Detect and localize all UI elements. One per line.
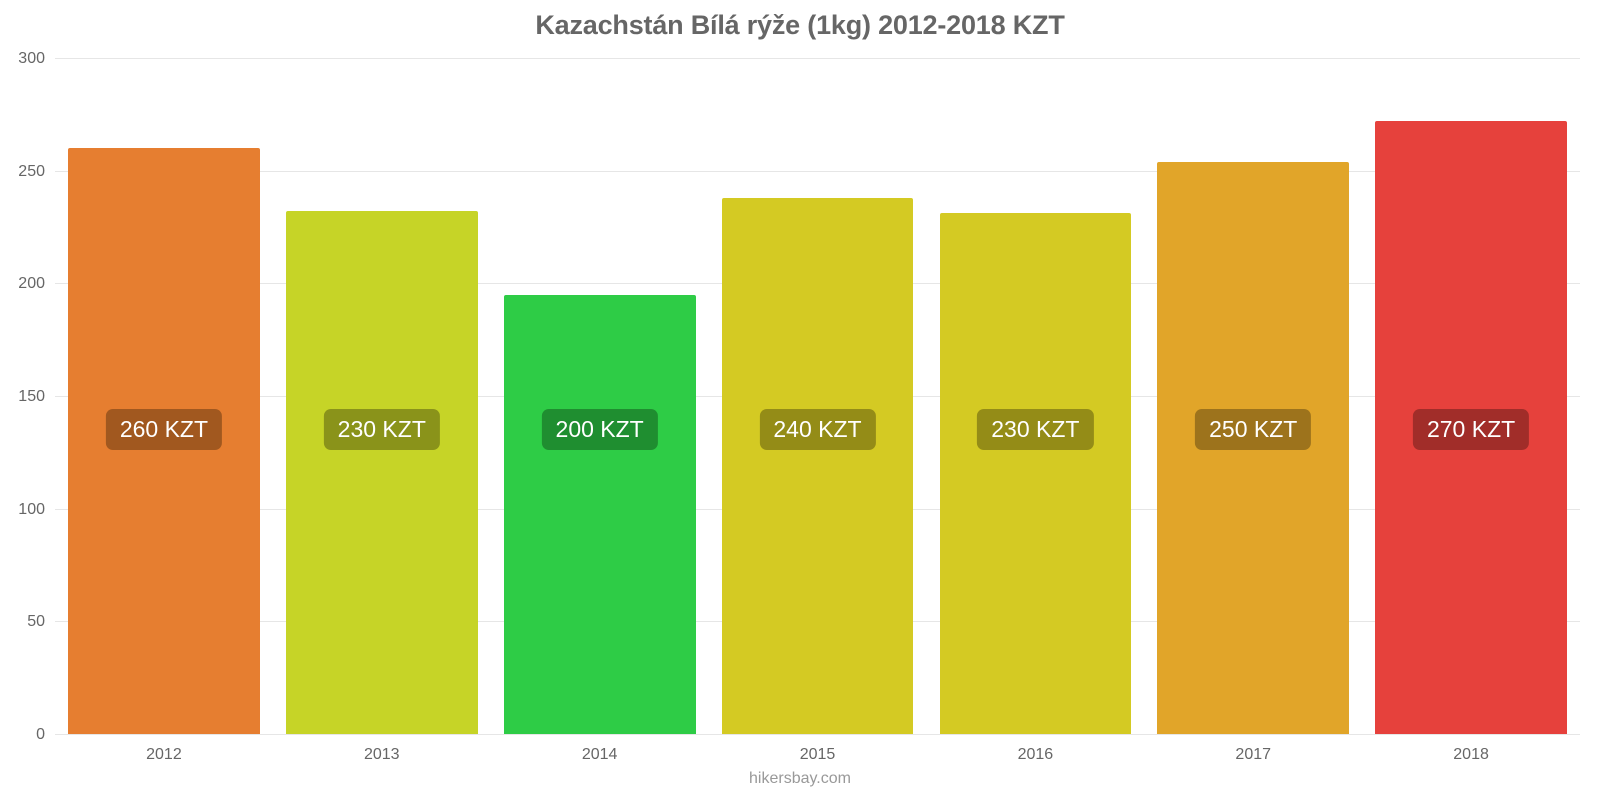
bar-value-label: 240 KZT [759,409,875,450]
x-tick-label: 2018 [1453,746,1489,764]
y-tick-label: 250 [18,163,45,181]
bar: 260 KZT [68,148,260,734]
x-tick-label: 2014 [582,746,618,764]
grid-line: 0 [55,734,1580,735]
bar-value-label: 260 KZT [106,409,222,450]
bar-value-label: 250 KZT [1195,409,1311,450]
bar-slot: 250 KZT2017 [1144,58,1362,734]
x-tick-label: 2013 [364,746,400,764]
y-tick-label: 100 [18,501,45,519]
attribution-text: hikersbay.com [0,770,1600,788]
bar: 230 KZT [940,213,1132,734]
bar: 230 KZT [286,211,478,734]
y-tick-label: 0 [36,726,45,744]
bar-slot: 240 KZT2015 [709,58,927,734]
bar-value-label: 230 KZT [977,409,1093,450]
bar-value-label: 200 KZT [542,409,658,450]
x-tick-label: 2016 [1018,746,1054,764]
y-tick-label: 300 [18,50,45,68]
bar: 250 KZT [1157,162,1349,734]
bar: 240 KZT [722,198,914,734]
y-tick-label: 50 [27,613,45,631]
plot-area: 050100150200250300 260 KZT2012230 KZT201… [55,58,1580,735]
x-tick-label: 2015 [800,746,836,764]
y-tick-label: 150 [18,388,45,406]
bar-slot: 230 KZT2016 [926,58,1144,734]
bars-row: 260 KZT2012230 KZT2013200 KZT2014240 KZT… [55,58,1580,734]
x-tick-label: 2017 [1235,746,1271,764]
bar-value-label: 270 KZT [1413,409,1529,450]
x-tick-label: 2012 [146,746,182,764]
plot-inner: 050100150200250300 260 KZT2012230 KZT201… [55,58,1580,735]
bar-slot: 260 KZT2012 [55,58,273,734]
bar-value-label: 230 KZT [324,409,440,450]
bar-slot: 270 KZT2018 [1362,58,1580,734]
bar: 200 KZT [504,295,696,734]
chart-title: Kazachstán Bílá rýže (1kg) 2012-2018 KZT [0,0,1600,41]
bar-slot: 200 KZT2014 [491,58,709,734]
y-tick-label: 200 [18,275,45,293]
bar-slot: 230 KZT2013 [273,58,491,734]
bar: 270 KZT [1375,121,1567,734]
